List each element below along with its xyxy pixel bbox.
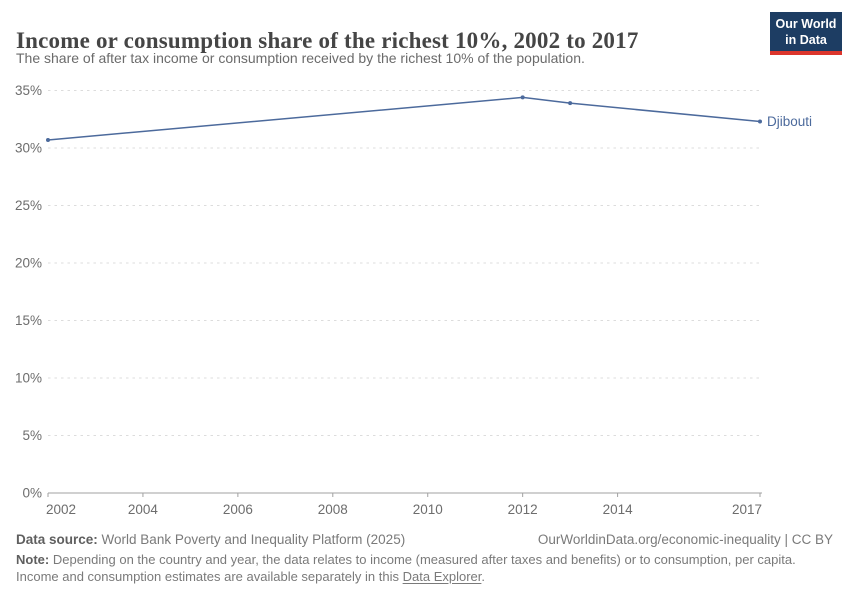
x-tick-label: 2004: [128, 502, 159, 517]
data-point: [520, 95, 525, 100]
y-tick-label: 10%: [15, 371, 42, 386]
owid-logo: Our World in Data: [770, 12, 842, 56]
y-tick-label: 20%: [15, 256, 42, 271]
data-point: [758, 119, 762, 124]
note-label: Note:: [16, 552, 50, 567]
data-point: [46, 137, 50, 142]
owid-logo-line1: Our World: [775, 17, 837, 31]
data-explorer-link[interactable]: Data Explorer: [402, 569, 482, 584]
note-text-line2: Income and consumption estimates are ava…: [16, 569, 399, 584]
line-chart: 0% 5% 10% 15% 20% 25% 30% 35% 2002 2004 2006 2008 20…: [15, 83, 812, 517]
data-source-label: Data source:: [16, 532, 98, 547]
y-tick-label: 15%: [15, 313, 42, 328]
data-line: [47, 96, 761, 141]
chart-note: Note: Depending on the country and year,…: [16, 551, 838, 585]
owid-logo-line2: in Data: [785, 32, 827, 47]
x-tick-label: 2008: [318, 502, 348, 517]
y-tick-label: 35%: [15, 83, 42, 98]
page-title: Income or consumption share of the riche…: [16, 28, 639, 54]
attribution: OurWorldinData.org/economic-inequality |…: [537, 532, 833, 547]
x-tick-label: 2010: [413, 502, 443, 517]
y-tick-label: 30%: [15, 141, 42, 156]
series-label: Djibouti: [767, 114, 812, 129]
note-text-line1: Depending on the country and year, the d…: [52, 552, 796, 567]
chart-subtitle: The share of after tax income or consump…: [16, 50, 585, 66]
x-tick-label: 2012: [508, 502, 538, 517]
data-source-text: World Bank Poverty and Inequality Platfo…: [101, 532, 406, 547]
x-tick-label: 2017: [732, 502, 762, 517]
x-tick-label: 2006: [223, 502, 253, 517]
data-source: Data source: World Bank Poverty and Ineq…: [16, 532, 405, 547]
x-tick-label: 2002: [46, 502, 76, 517]
y-tick-label: 0%: [22, 486, 42, 501]
y-tick-label: 5%: [22, 428, 42, 443]
note-suffix: .: [481, 569, 486, 584]
x-tick-label: 2014: [603, 502, 634, 517]
y-tick-label: 25%: [15, 198, 42, 213]
data-point: [568, 101, 573, 106]
